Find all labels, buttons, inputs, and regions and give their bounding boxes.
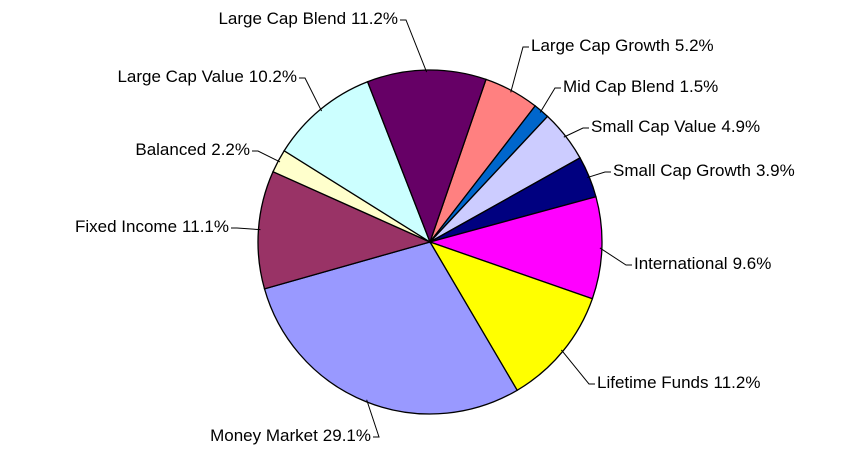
- value-label: 3.9%: [756, 161, 795, 180]
- category-name: Large Cap Blend: [218, 9, 346, 28]
- slice-label: Balanced 2.2%: [135, 140, 250, 159]
- leader-line: [366, 399, 380, 438]
- leader-line: [400, 19, 428, 73]
- slice-label: Large Cap Blend 11.2%: [218, 9, 398, 28]
- category-name: Money Market: [210, 426, 318, 445]
- leader-line: [299, 77, 323, 112]
- slice-label: Mid Cap Blend 1.5%: [563, 77, 718, 96]
- slice-label: Large Cap Growth 5.2%: [531, 36, 714, 55]
- value-label: 11.2%: [714, 373, 761, 392]
- leader-line: [560, 349, 595, 385]
- category-name: Balanced: [135, 140, 206, 159]
- slice-label: Small Cap Growth 3.9%: [613, 161, 795, 180]
- value-label: 29.1%: [323, 426, 371, 445]
- slice-label: Money Market 29.1%: [210, 426, 371, 445]
- leader-line: [231, 227, 261, 231]
- category-name: Lifetime Funds: [597, 373, 709, 392]
- value-label: 10.2%: [249, 67, 297, 86]
- category-name: Small Cap Growth: [613, 161, 751, 180]
- value-label: 4.9%: [721, 117, 760, 136]
- pie-slice: [366, 69, 487, 244]
- value-label: 5.2%: [675, 36, 714, 55]
- value-label: 1.5%: [680, 77, 719, 96]
- slice-label: Small Cap Value 4.9%: [591, 117, 760, 136]
- leader-line: [510, 46, 529, 93]
- leader-line: [539, 87, 561, 113]
- value-label: 11.2%: [351, 9, 398, 28]
- category-name: Large Cap Growth: [531, 36, 670, 55]
- leader-line: [252, 150, 281, 163]
- slice-label: Lifetime Funds 11.2%: [597, 373, 760, 392]
- category-name: International: [634, 254, 728, 273]
- leader-line: [587, 171, 611, 179]
- value-label: 11.1%: [182, 217, 229, 236]
- category-name: Small Cap Value: [591, 117, 716, 136]
- slice-label: International 9.6%: [634, 254, 771, 273]
- pie-slice: [263, 241, 519, 415]
- slice-label: Fixed Income 11.1%: [75, 217, 229, 236]
- value-label: 2.2%: [211, 140, 250, 159]
- slice-label: Large Cap Value 10.2%: [117, 67, 297, 86]
- category-name: Mid Cap Blend: [563, 77, 675, 96]
- value-label: 9.6%: [733, 254, 772, 273]
- pie-slice: [427, 195, 603, 300]
- leader-line: [599, 247, 632, 266]
- leader-line: [563, 127, 589, 138]
- category-name: Large Cap Value: [117, 67, 243, 86]
- category-name: Fixed Income: [75, 217, 177, 236]
